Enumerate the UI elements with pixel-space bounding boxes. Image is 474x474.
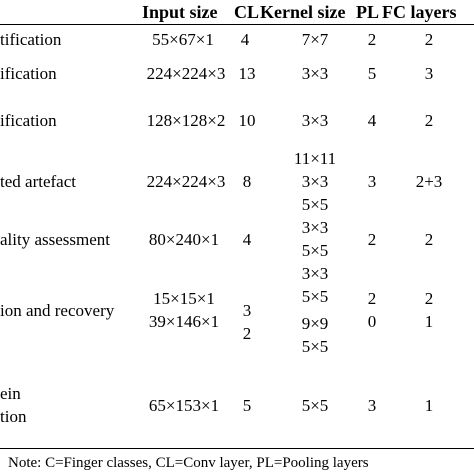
task-cell: ification bbox=[0, 64, 57, 83]
input-size-cell: 128×128×2 bbox=[146, 111, 226, 130]
fc-cell: 1 bbox=[424, 396, 434, 415]
header-rule bbox=[0, 24, 474, 25]
task-cell: ion and recovery bbox=[0, 301, 115, 320]
kernel-size-cell: 11×11 bbox=[293, 149, 337, 168]
header-fc-layers: FC layers bbox=[382, 2, 457, 22]
kernel-size-cell: 3×3 bbox=[301, 264, 329, 283]
kernel-size-cell: 3×3 bbox=[301, 111, 329, 130]
task-cell: tification bbox=[0, 30, 62, 49]
fc-cell: 2+3 bbox=[415, 172, 443, 191]
bottom-rule bbox=[0, 448, 474, 449]
pl-cell: 3 bbox=[367, 172, 377, 191]
header-cl: CL bbox=[234, 2, 260, 22]
cl-cell: 4 bbox=[240, 30, 250, 49]
input-size-cell: 80×240×1 bbox=[148, 230, 220, 249]
kernel-size-cell: 5×5 bbox=[301, 195, 329, 214]
kernel-size-cell: 5×5 bbox=[301, 287, 329, 306]
input-size-cell: 65×153×1 bbox=[148, 396, 220, 415]
input-size-cell: 39×146×1 bbox=[148, 312, 220, 331]
task-cell: ted artefact bbox=[0, 172, 76, 191]
input-size-cell: 224×224×3 bbox=[146, 172, 226, 191]
fc-cell: 2 bbox=[424, 289, 434, 308]
cl-cell: 3 bbox=[242, 301, 252, 320]
kernel-size-cell: 3×3 bbox=[301, 172, 329, 191]
task-cell: ality assessment bbox=[0, 230, 111, 249]
input-size-cell: 55×67×1 bbox=[152, 30, 214, 49]
kernel-size-cell: 9×9 bbox=[301, 314, 329, 333]
pl-cell: 3 bbox=[367, 396, 377, 415]
kernel-size-cell: 5×5 bbox=[301, 337, 329, 356]
task-cell: ein bbox=[0, 384, 21, 403]
pl-cell: 2 bbox=[367, 289, 377, 308]
task-cell: tion bbox=[0, 407, 27, 426]
pl-cell: 5 bbox=[367, 64, 377, 83]
pl-cell: 2 bbox=[367, 30, 377, 49]
header-pl: PL bbox=[356, 2, 380, 22]
pl-cell: 4 bbox=[367, 111, 377, 130]
fc-cell: 2 bbox=[424, 30, 434, 49]
header-input-size: Input size bbox=[142, 2, 218, 22]
task-cell: ification bbox=[0, 111, 57, 130]
cl-cell: 2 bbox=[242, 324, 252, 343]
cl-cell: 10 bbox=[238, 111, 256, 130]
cl-cell: 4 bbox=[242, 230, 252, 249]
input-size-cell: 224×224×3 bbox=[146, 64, 226, 83]
cl-cell: 13 bbox=[238, 64, 256, 83]
table-note: Note: C=Finger classes, CL=Conv layer, P… bbox=[8, 455, 369, 471]
kernel-size-cell: 3×3 bbox=[301, 218, 329, 237]
kernel-size-cell: 5×5 bbox=[301, 396, 329, 415]
fc-cell: 1 bbox=[424, 312, 434, 331]
pl-cell: 0 bbox=[367, 312, 377, 331]
kernel-size-cell: 3×3 bbox=[301, 64, 329, 83]
cl-cell: 8 bbox=[242, 172, 252, 191]
cl-cell: 5 bbox=[242, 396, 252, 415]
input-size-cell: 15×15×1 bbox=[153, 289, 215, 308]
pl-cell: 2 bbox=[367, 230, 377, 249]
kernel-size-cell: 5×5 bbox=[301, 241, 329, 260]
header-kernel-size: Kernel size bbox=[260, 2, 346, 22]
fc-cell: 3 bbox=[424, 64, 434, 83]
fc-cell: 2 bbox=[424, 111, 434, 130]
fc-cell: 2 bbox=[424, 230, 434, 249]
kernel-size-cell: 7×7 bbox=[301, 30, 329, 49]
